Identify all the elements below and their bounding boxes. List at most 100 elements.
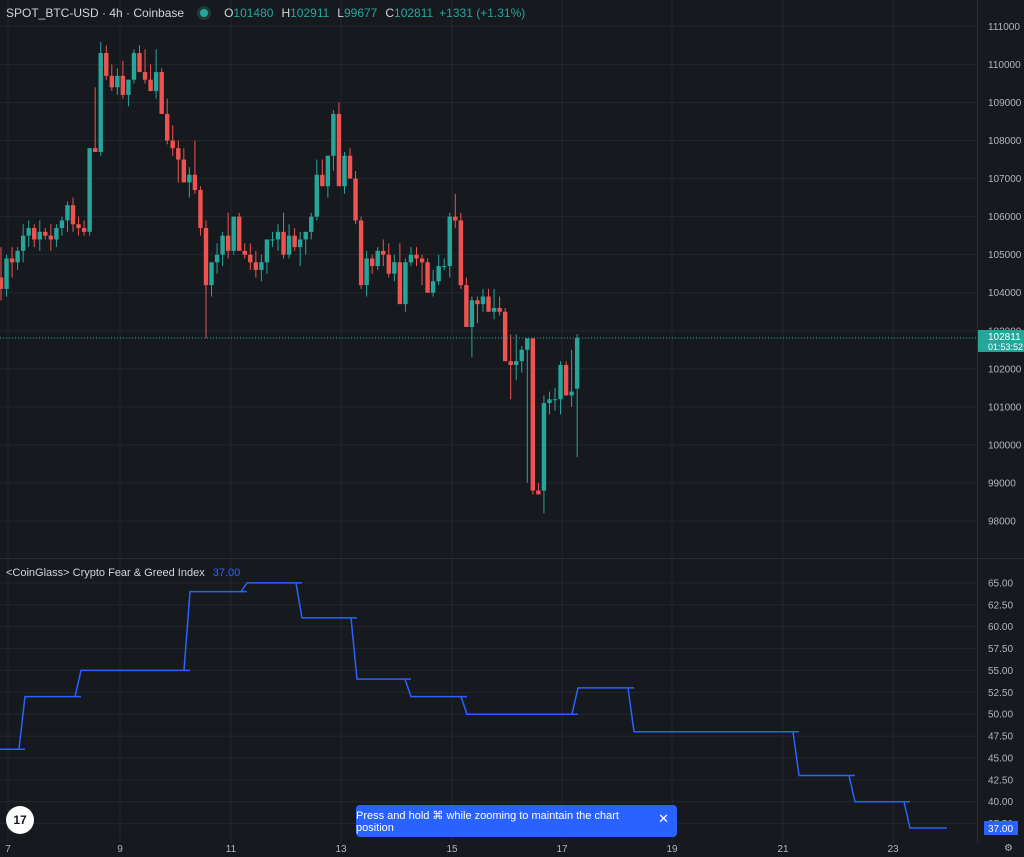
candle-down (425, 262, 430, 293)
candle-up (547, 399, 552, 404)
candle-down (336, 113, 342, 187)
candle-down (165, 113, 170, 141)
candle-down (9, 258, 15, 263)
candle-up (15, 250, 20, 263)
candle-up (514, 361, 519, 365)
time-tick-label: 7 (5, 844, 11, 855)
indicator-tick-label: 62.50 (988, 600, 1013, 611)
candle-up (126, 79, 131, 95)
indicator-legend: <CoinGlass> Crypto Fear & Greed Index 37.… (6, 567, 240, 579)
candle-down (353, 178, 358, 221)
candle-up (314, 174, 319, 217)
candle-up (569, 391, 574, 396)
candle-down (386, 254, 391, 274)
gear-icon[interactable]: ⚙ (1004, 843, 1013, 854)
symbol-legend: SPOT_BTC-USD · 4h · Coinbase O101480 H10… (6, 6, 525, 20)
candle-up (214, 254, 220, 263)
candle-up (447, 216, 452, 267)
candle-up (491, 307, 497, 312)
candle-up (574, 337, 580, 389)
price-pane[interactable] (0, 0, 1024, 558)
pane-separator[interactable] (0, 558, 1024, 559)
candle-down (159, 72, 164, 114)
candle-down (142, 72, 148, 80)
candle-down (464, 285, 469, 327)
candle-down (181, 159, 187, 183)
candle-up (558, 365, 563, 400)
candle-up (303, 231, 308, 240)
candle-down (120, 75, 126, 95)
candle-down (253, 262, 259, 270)
candle-up (430, 281, 436, 293)
candle-up (325, 155, 331, 187)
candle-up (98, 53, 103, 152)
candle-down (137, 53, 142, 73)
candle-down (530, 338, 536, 491)
candle-up (552, 399, 558, 401)
indicator-title[interactable]: <CoinGlass> Crypto Fear & Greed Index (6, 567, 205, 579)
candle-up (342, 155, 347, 187)
price-tick-label: 111000 (988, 22, 1020, 33)
price-tick-label: 101000 (988, 402, 1022, 413)
price-tick-label: 108000 (988, 136, 1022, 147)
candle-up (364, 258, 369, 286)
price-tick-label: 105000 (988, 250, 1022, 261)
candle-up (209, 262, 214, 286)
time-axis[interactable] (0, 843, 1024, 857)
time-tick-label: 19 (666, 844, 678, 855)
candle-down (502, 311, 508, 362)
candle-down (292, 235, 297, 248)
price-axis-border (977, 0, 978, 843)
candle-up (297, 239, 303, 248)
time-tick-label: 23 (887, 844, 899, 855)
candle-up (541, 403, 547, 491)
symbol-title[interactable]: SPOT_BTC-USD · 4h · Coinbase (6, 6, 185, 20)
candle-down (414, 254, 419, 259)
candle-down (32, 228, 37, 240)
indicator-tick-label: 45.00 (988, 753, 1013, 764)
indicator-value-label: 37.00 (988, 824, 1013, 835)
indicator-tick-label: 40.00 (988, 797, 1013, 808)
candle-up (259, 262, 264, 270)
indicator-tick-label: 47.50 (988, 732, 1013, 743)
time-tick-label: 15 (446, 844, 458, 855)
candle-up (309, 216, 314, 232)
candle-down (536, 490, 541, 495)
price-tick-label: 110000 (988, 60, 1021, 71)
last-price-badge (978, 329, 1024, 352)
candle-up (392, 262, 397, 274)
candle-down (148, 79, 153, 92)
open-key: O (224, 6, 234, 20)
candle-down (48, 235, 54, 240)
status-dot-icon (200, 9, 209, 17)
candle-down (192, 174, 198, 190)
indicator-value: 37.00 (212, 567, 241, 579)
candle-up (115, 75, 120, 88)
candle-up (20, 235, 26, 251)
toast-text: Press and hold ⌘ while zooming to mainta… (356, 809, 619, 834)
candle-down (81, 228, 87, 232)
candle-up (331, 113, 336, 156)
candle-up (519, 349, 524, 362)
time-tick-label: 9 (117, 844, 123, 855)
last-price-label: 102811 (988, 332, 1021, 343)
candle-down (486, 296, 491, 312)
candle-down (497, 307, 502, 312)
close-icon[interactable]: ✕ (658, 811, 669, 826)
close-value: 102811 (394, 6, 434, 20)
candle-up (469, 300, 475, 327)
candle-down (92, 148, 98, 152)
candle-up (442, 266, 447, 268)
candle-down (358, 220, 364, 286)
candle-down (320, 174, 325, 187)
price-tick-label: 100000 (988, 440, 1022, 451)
indicator-tick-label: 50.00 (988, 710, 1013, 721)
candle-up (275, 231, 281, 240)
time-tick-label: 11 (225, 844, 237, 855)
candle-up (153, 72, 159, 92)
candle-down (475, 300, 480, 305)
close-key: C (385, 6, 395, 20)
candle-up (408, 254, 414, 263)
tradingview-logo[interactable]: 17 (6, 806, 34, 834)
